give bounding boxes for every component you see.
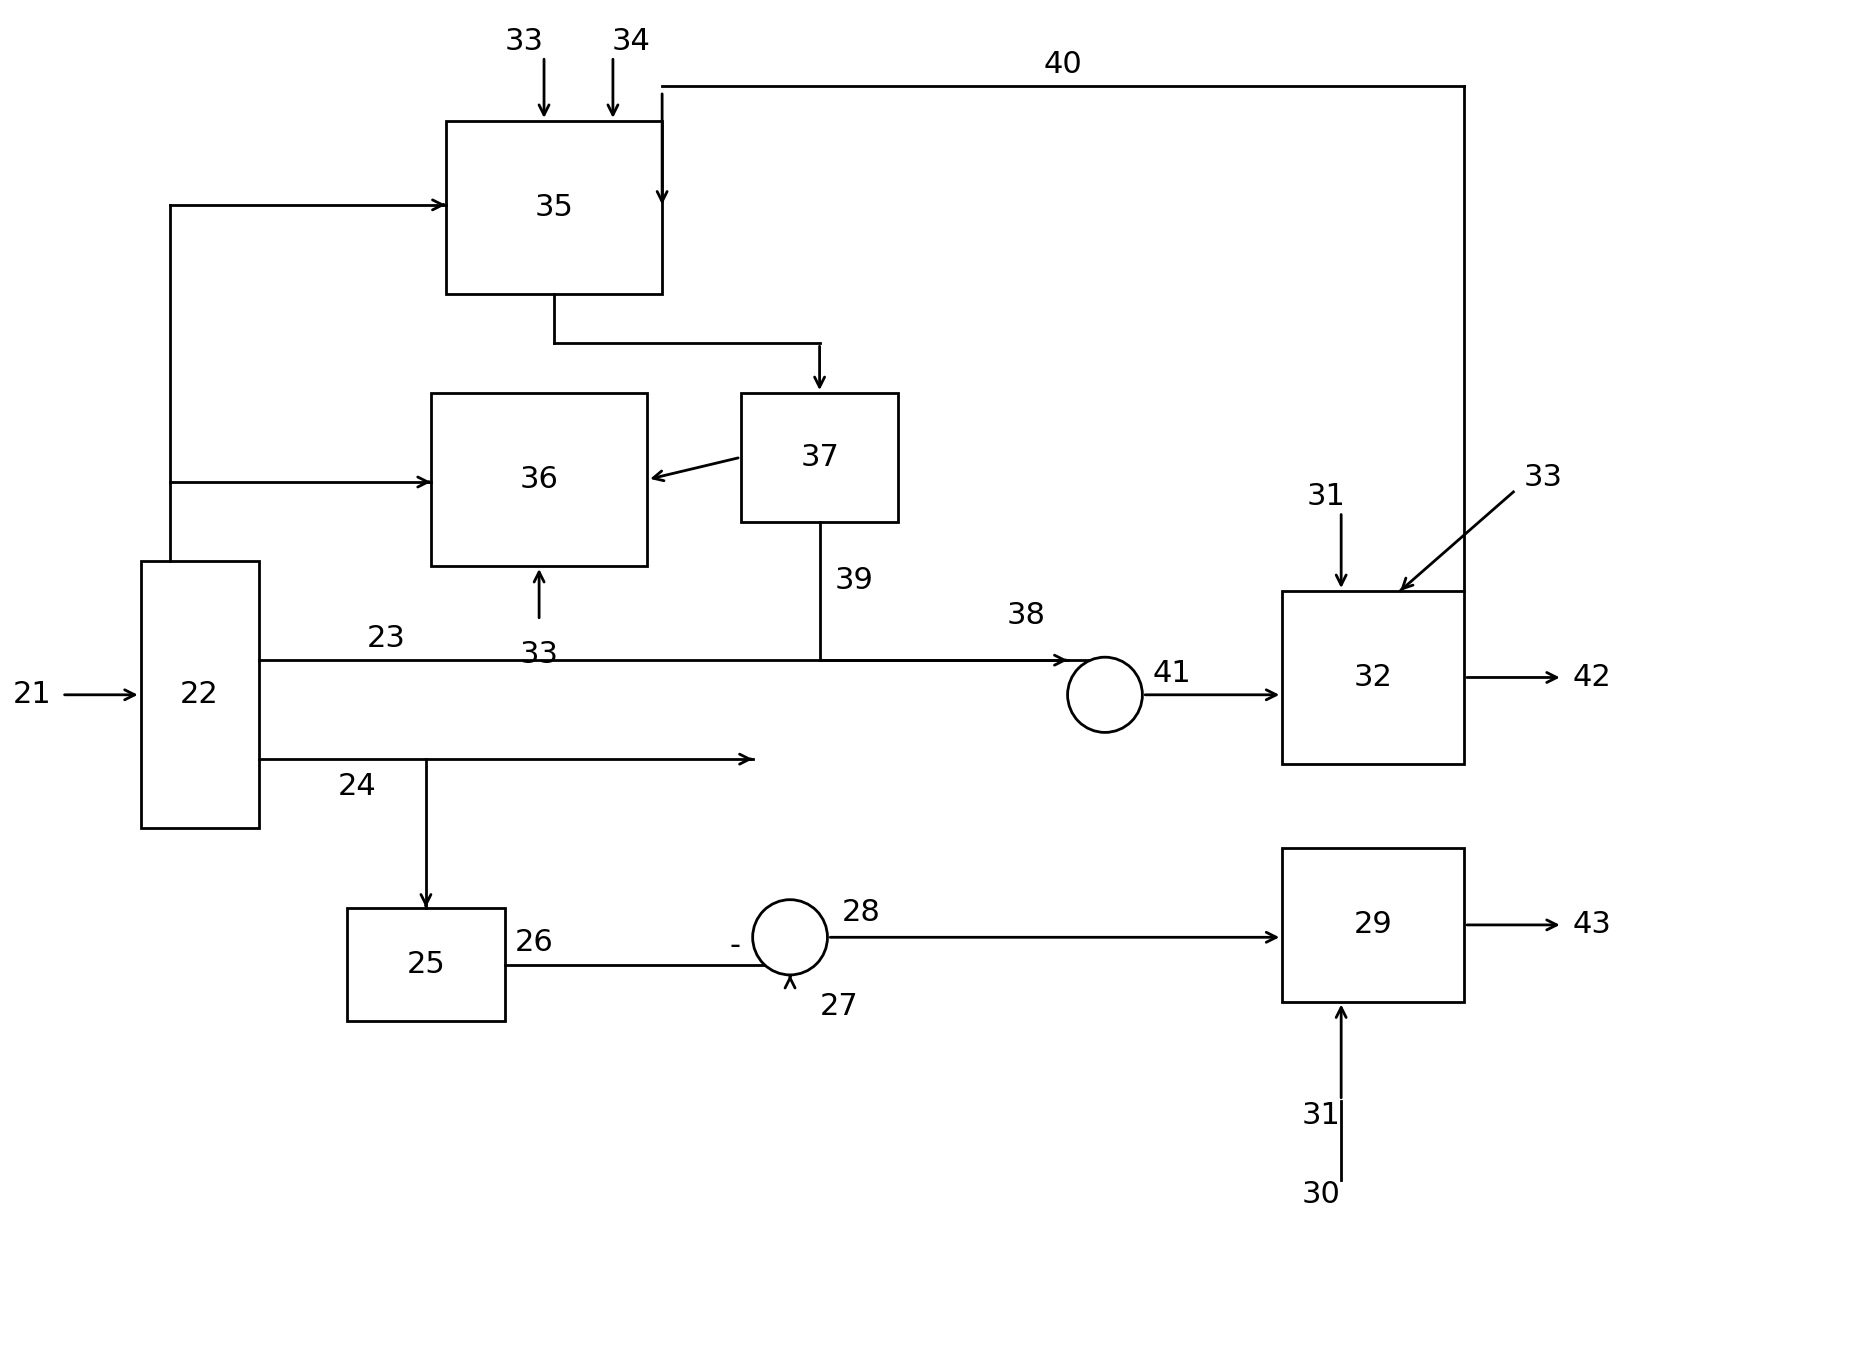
Text: 27: 27 [820,992,859,1021]
Text: 30: 30 [1301,1180,1340,1209]
Text: 33: 33 [1523,462,1562,492]
Text: 42: 42 [1573,662,1610,692]
Bar [431,393,648,566]
Text: 29: 29 [1353,910,1392,940]
Text: 32: 32 [1353,662,1392,692]
Text: 39: 39 [835,566,874,595]
Bar [1283,848,1464,1002]
Text: 25: 25 [407,950,446,979]
Text: 26: 26 [515,929,553,957]
Text: 28: 28 [842,898,881,927]
Text: 36: 36 [520,465,559,493]
Text: 21: 21 [13,680,52,710]
Text: 35: 35 [535,193,574,222]
Text: 34: 34 [611,27,650,55]
Text: 22: 22 [180,680,218,710]
Bar [141,561,259,829]
Text: 37: 37 [800,442,839,472]
Text: 31: 31 [1301,1101,1340,1130]
Circle shape [1068,657,1142,733]
Text: 23: 23 [366,623,405,653]
Text: 40: 40 [1044,50,1083,78]
Text: -: - [729,930,740,960]
Bar [348,907,505,1021]
Bar [1283,591,1464,764]
Circle shape [753,899,827,975]
Bar [446,120,663,293]
Text: 31: 31 [1307,483,1346,511]
Text: 33: 33 [505,27,544,55]
Text: 43: 43 [1573,910,1612,940]
Text: 24: 24 [337,772,376,802]
Text: 38: 38 [1007,602,1046,630]
Text: 41: 41 [1151,658,1190,688]
Bar [740,393,898,522]
Text: 33: 33 [520,641,559,669]
